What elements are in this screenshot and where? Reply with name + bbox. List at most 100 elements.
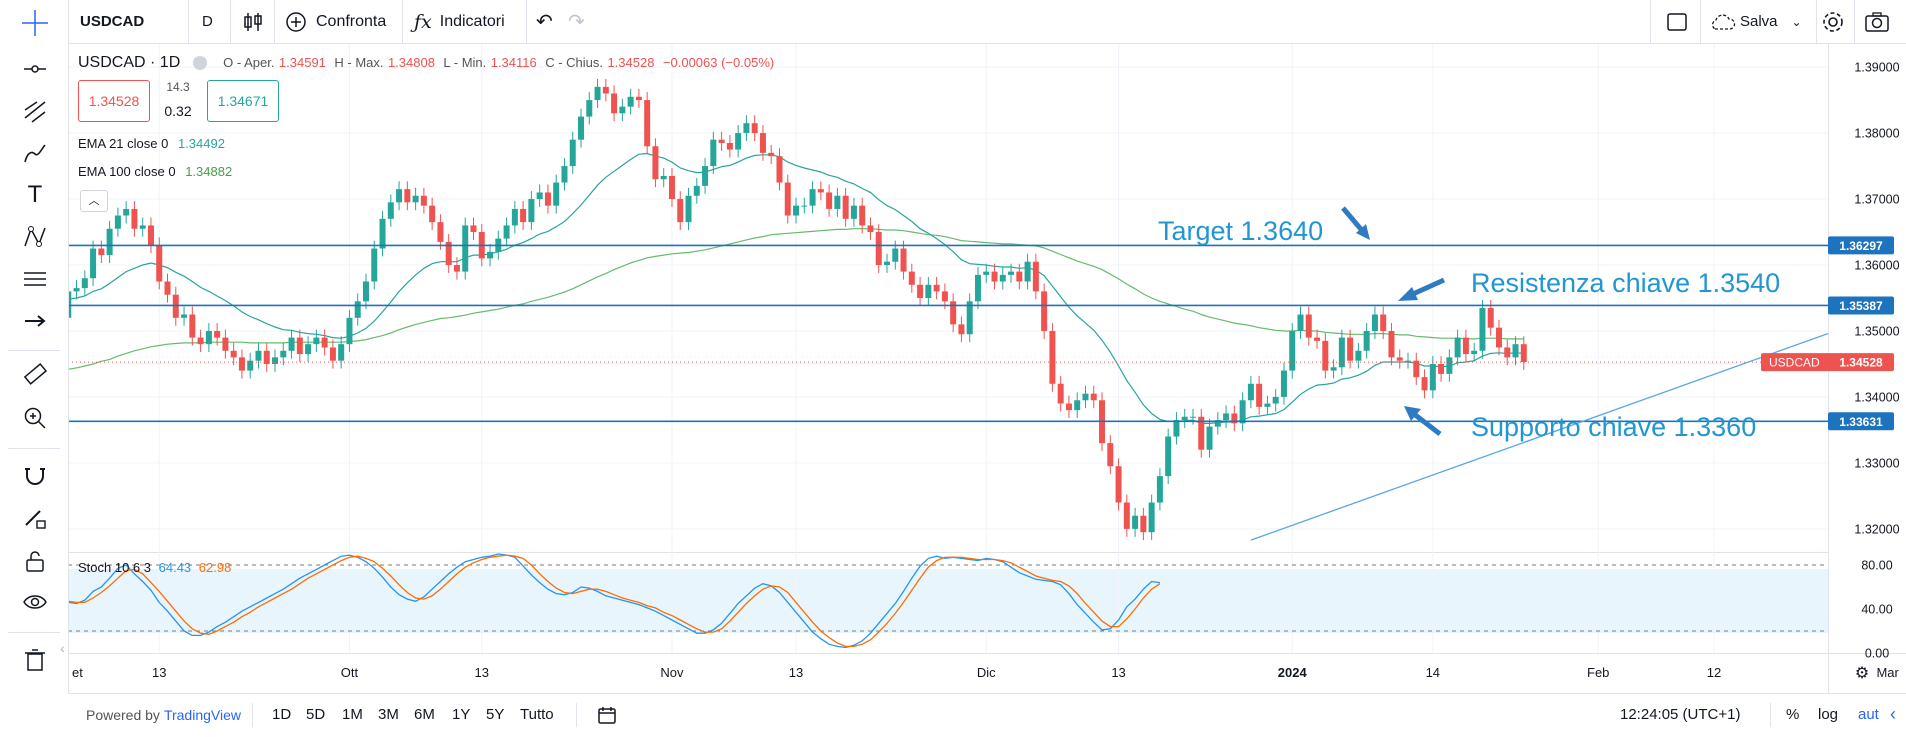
- candle-body: [81, 278, 88, 289]
- indicators-button[interactable]: ƒx Indicatori: [414, 0, 505, 43]
- candle-body: [1214, 420, 1221, 427]
- candle-body: [892, 248, 899, 262]
- range-5y[interactable]: 5Y: [486, 706, 505, 723]
- candle-body: [850, 205, 857, 219]
- magnet-tool[interactable]: [20, 460, 50, 490]
- measure-tool[interactable]: [20, 360, 50, 390]
- fullscreen-button[interactable]: [1666, 0, 1688, 43]
- ema100-legend[interactable]: EMA 100 close 0 1.34882: [78, 164, 232, 179]
- candle-body: [1421, 377, 1428, 391]
- range-1d[interactable]: 1D: [272, 706, 292, 723]
- redo-button[interactable]: ↷: [568, 0, 585, 43]
- candle-body: [387, 202, 394, 219]
- compare-button[interactable]: Confronta: [284, 0, 386, 43]
- candle-body: [1454, 337, 1461, 358]
- sell-price: 1.34528: [88, 93, 140, 109]
- ema21-legend[interactable]: EMA 21 close 0 1.34492: [78, 136, 225, 151]
- pattern-icon: [24, 226, 46, 247]
- pattern-tool[interactable]: [20, 222, 50, 252]
- eye-icon: [23, 595, 47, 609]
- crosshair-tool[interactable]: [20, 8, 50, 38]
- ohlc-h-label: H - Max.: [334, 55, 384, 70]
- candle-body: [784, 182, 791, 216]
- time-axis-tick: 12: [1707, 665, 1721, 680]
- sell-price-button[interactable]: 1.34528: [78, 80, 150, 122]
- time-axis-tick: 13: [152, 665, 166, 680]
- symbol-search[interactable]: USDCAD: [80, 0, 144, 43]
- candle-body: [1512, 344, 1519, 358]
- candle-body: [371, 248, 378, 282]
- stoch-k-value: 64.43: [158, 560, 192, 575]
- stoch-legend[interactable]: Stoch 10 6 3 64.43 62.98: [78, 560, 231, 575]
- lock-tool[interactable]: [20, 546, 50, 576]
- buy-price-button[interactable]: 1.34671: [207, 80, 279, 122]
- chart-type-button[interactable]: [242, 0, 264, 43]
- price-axis-tick: 1.36000: [1854, 259, 1899, 273]
- candle-body: [329, 347, 336, 361]
- range-all[interactable]: Tutto: [520, 706, 554, 723]
- text-icon: T: [27, 181, 43, 208]
- collapse-legend-button[interactable]: ︿: [80, 190, 108, 212]
- candle-body: [1198, 416, 1205, 450]
- candle-body: [238, 357, 245, 371]
- range-6m[interactable]: 6M: [414, 706, 435, 723]
- undo-button[interactable]: ↶: [536, 0, 553, 43]
- drawing-mode-tool[interactable]: [20, 503, 50, 533]
- fib-tool[interactable]: [20, 96, 50, 126]
- candle-body: [114, 215, 121, 229]
- visibility-tool[interactable]: [20, 587, 50, 617]
- expand-right-icon[interactable]: ‹: [1890, 704, 1896, 724]
- market-status-icon: [192, 55, 207, 70]
- log-toggle[interactable]: log: [1818, 706, 1839, 723]
- range-5d[interactable]: 5D: [306, 706, 326, 723]
- interval-button[interactable]: D: [202, 0, 213, 43]
- time-axis-tick: 13: [475, 665, 489, 680]
- zoom-tool[interactable]: [20, 403, 50, 433]
- remove-drawings-tool[interactable]: [20, 645, 50, 675]
- candle-body: [346, 317, 353, 345]
- arrow-tool[interactable]: [20, 306, 50, 336]
- auto-toggle[interactable]: aut: [1858, 706, 1879, 723]
- candle-body: [1239, 400, 1246, 424]
- candle-body: [338, 344, 345, 361]
- candle-body: [1140, 515, 1147, 533]
- save-button[interactable]: Salva ⌄: [1708, 0, 1802, 43]
- time-axis-tick: Mar: [1876, 665, 1899, 680]
- text-tool[interactable]: T: [20, 180, 50, 210]
- settings-button[interactable]: [1820, 0, 1846, 43]
- range-3m[interactable]: 3M: [378, 706, 399, 723]
- candle-body: [768, 152, 775, 157]
- goto-date-button[interactable]: [596, 693, 618, 736]
- time-axis-tick: et: [72, 665, 83, 680]
- arrow-resistance-icon: [1398, 277, 1446, 301]
- candle-body: [1314, 337, 1321, 341]
- symbol-label: USDCAD: [80, 13, 145, 30]
- price-axis-tick: 1.35000: [1854, 324, 1899, 338]
- price-axis-tick: 1.33000: [1854, 456, 1899, 470]
- candle-body: [123, 208, 130, 216]
- timezone-button[interactable]: 12:24:05 (UTC+1): [1620, 693, 1740, 736]
- candle-body: [917, 284, 924, 298]
- brush-tool[interactable]: [20, 138, 50, 168]
- candle-body: [677, 199, 684, 223]
- candle-body: [164, 281, 171, 295]
- compare-label: Confronta: [316, 12, 387, 30]
- candle-body: [817, 189, 824, 193]
- time-axis-tick: 13: [789, 665, 803, 680]
- trendline-tool[interactable]: [20, 54, 50, 84]
- collapse-toolbar-icon[interactable]: ‹: [60, 640, 65, 656]
- time-axis-tick: Dic: [977, 665, 996, 680]
- range-1y[interactable]: 1Y: [452, 706, 471, 723]
- candle-body: [702, 166, 709, 186]
- brand-link[interactable]: TradingView: [163, 706, 241, 723]
- percent-toggle[interactable]: %: [1786, 706, 1800, 723]
- square-icon: [1667, 12, 1687, 31]
- candle-body: [908, 271, 915, 285]
- snapshot-button[interactable]: [1864, 0, 1890, 43]
- stoch-axis-tick: 0.00: [1865, 647, 1889, 661]
- prediction-tool[interactable]: [20, 264, 50, 294]
- range-1m[interactable]: 1M: [342, 706, 363, 723]
- candle-body: [743, 123, 750, 134]
- candle-body: [991, 271, 998, 282]
